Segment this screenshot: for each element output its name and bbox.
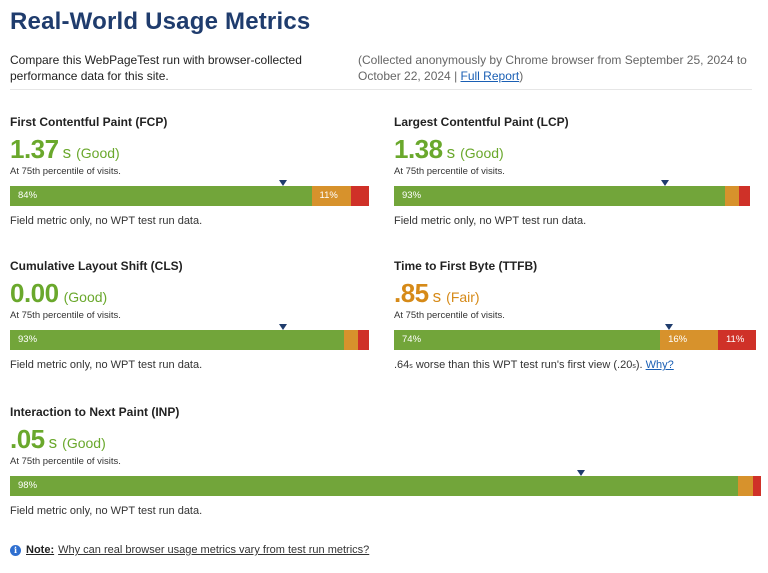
note-value: .64 xyxy=(394,359,410,371)
metric-percentile: At 75th percentile of visits. xyxy=(394,166,505,177)
bar-segment-needs-improvement xyxy=(343,330,359,350)
metric-title: Time to First Byte (TTFB) xyxy=(394,259,538,273)
bar-segment-good: 74% xyxy=(394,330,661,350)
collection-info-close: ) xyxy=(519,69,524,83)
metric-inp: Interaction to Next Paint (INP) .05 s (Goo… xyxy=(10,404,761,518)
bar-segment-needs-improvement: 11% xyxy=(311,186,352,206)
note-end: ). xyxy=(635,359,643,371)
info-icon: i xyxy=(10,544,21,556)
metric-title: Largest Contentful Paint (LCP) xyxy=(394,115,569,129)
metric-fcp: First Contentful Paint (FCP) 1.37 s (Good)… xyxy=(10,114,369,228)
note-unit: s xyxy=(409,363,413,370)
metric-rating: (Good) xyxy=(460,145,504,161)
metrics-variance-link[interactable]: Why can real browser usage metrics vary … xyxy=(58,544,370,556)
full-report-link[interactable]: Full Report xyxy=(460,69,520,83)
divider xyxy=(10,89,752,90)
bar-segment-good: 98% xyxy=(10,476,739,496)
metric-rating: (Good) xyxy=(62,435,106,451)
bar-segment-needs-improvement: 16% xyxy=(660,330,718,350)
metric-title: First Contentful Paint (FCP) xyxy=(10,115,168,129)
metric-comparison-note: .64s worse than this WPT test run's firs… xyxy=(394,358,756,374)
intro-description: Compare this WebPageTest run with browse… xyxy=(10,53,302,83)
why-link[interactable]: Why? xyxy=(645,359,674,371)
distribution-bar: 93% xyxy=(10,324,369,350)
metric-cls: Cumulative Layout Shift (CLS) 0.00 (Good)… xyxy=(10,258,369,372)
page-title: Real-World Usage Metrics xyxy=(10,8,311,35)
bar-segment-poor xyxy=(358,330,369,350)
metric-value-row: 0.00 (Good) xyxy=(10,278,369,308)
metric-percentile: At 75th percentile of visits. xyxy=(10,456,121,467)
percentile-marker xyxy=(665,324,674,330)
bar-segment-poor xyxy=(753,476,761,496)
note-unit-2: s xyxy=(632,363,636,370)
bar-segment-good: 93% xyxy=(10,330,344,350)
metric-note: Field metric only, no WPT test run data. xyxy=(10,215,203,227)
metric-unit: s xyxy=(446,143,456,162)
distribution-bar: 98% xyxy=(10,470,761,496)
metric-value: 0.00 xyxy=(10,278,59,308)
metric-value: .05 xyxy=(10,424,45,454)
metric-percentile: At 75th percentile of visits. xyxy=(394,310,505,321)
metric-note: Field metric only, no WPT test run data. xyxy=(10,359,203,371)
metric-percentile: At 75th percentile of visits. xyxy=(10,166,121,177)
metric-value-row: 1.37 s (Good) xyxy=(10,134,369,164)
metric-unit: s xyxy=(62,143,72,162)
note-label: Note: xyxy=(26,544,55,556)
distribution-bar: 93% xyxy=(394,180,750,206)
footnote: i Note: Why can real browser usage metri… xyxy=(10,544,369,556)
metric-value: 1.37 xyxy=(10,134,59,164)
distribution-bar: 84% 11% xyxy=(10,180,369,206)
metric-value: .85 xyxy=(394,278,429,308)
collection-info: (Collected anonymously by Chrome browser… xyxy=(358,52,753,84)
metric-value-row: .85 s (Fair) xyxy=(394,278,756,308)
metric-title: Interaction to Next Paint (INP) xyxy=(10,405,180,419)
metric-rating: (Good) xyxy=(76,145,120,161)
bar-segment-needs-improvement xyxy=(725,186,740,206)
bar-segment-needs-improvement xyxy=(738,476,753,496)
metric-title: Cumulative Layout Shift (CLS) xyxy=(10,259,183,273)
bar-segment-poor: 11% xyxy=(717,330,756,350)
metric-unit: s xyxy=(432,287,442,306)
metric-note: Field metric only, no WPT test run data. xyxy=(394,215,587,227)
bar-segment-poor xyxy=(351,186,369,206)
metric-note: Field metric only, no WPT test run data. xyxy=(10,505,203,517)
metric-unit: s xyxy=(48,433,58,452)
metric-rating: (Good) xyxy=(63,289,108,305)
bar-segment-good: 93% xyxy=(394,186,726,206)
percentile-marker xyxy=(660,180,669,186)
metric-value-row: 1.38 s (Good) xyxy=(394,134,750,164)
metric-rating: (Fair) xyxy=(446,289,480,305)
percentile-marker xyxy=(278,324,287,330)
percentile-marker xyxy=(278,180,287,186)
note-middle: worse than this WPT test run's first vie… xyxy=(412,359,633,371)
metric-percentile: At 75th percentile of visits. xyxy=(10,310,121,321)
bar-segment-good: 84% xyxy=(10,186,312,206)
collection-info-text: (Collected anonymously by Chrome browser… xyxy=(358,53,747,83)
metric-ttfb: Time to First Byte (TTFB) .85 s (Fair) At … xyxy=(394,258,756,374)
metric-value: 1.38 xyxy=(394,134,443,164)
bar-segment-poor xyxy=(739,186,750,206)
percentile-marker xyxy=(576,470,585,476)
distribution-bar: 74% 16% 11% xyxy=(394,324,756,350)
metric-value-row: .05 s (Good) xyxy=(10,424,761,454)
metric-lcp: Largest Contentful Paint (LCP) 1.38 s (Goo… xyxy=(394,114,750,228)
